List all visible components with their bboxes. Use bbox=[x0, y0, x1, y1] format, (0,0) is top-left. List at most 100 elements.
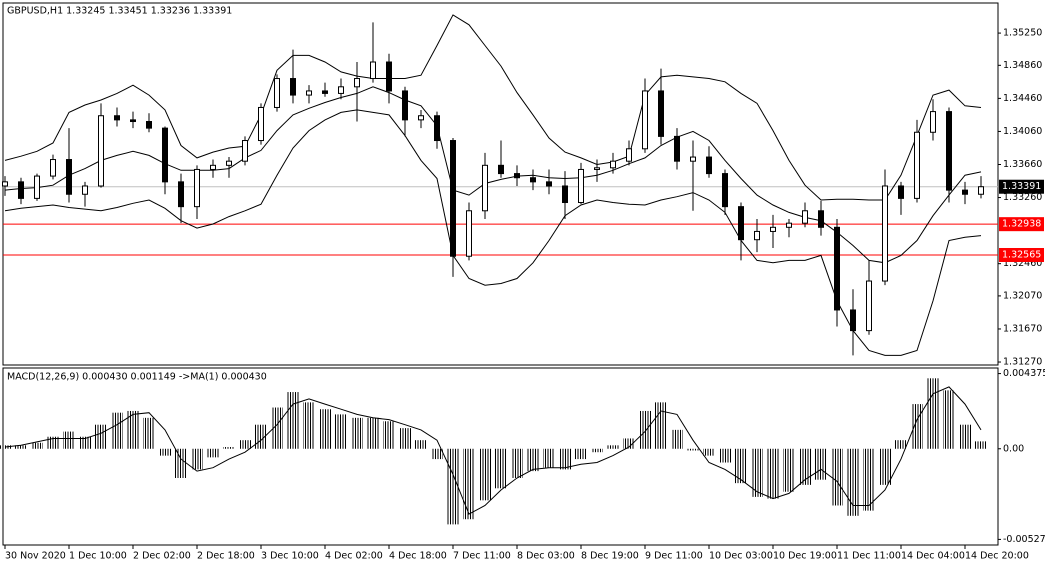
macd-bar bbox=[111, 412, 123, 449]
candle-body bbox=[658, 90, 664, 137]
macd-bar bbox=[911, 404, 923, 449]
macd-bar bbox=[671, 429, 683, 449]
candle-body bbox=[594, 167, 600, 170]
bollinger-upper bbox=[4, 14, 982, 201]
macd-bar bbox=[879, 448, 891, 485]
last-price-box bbox=[999, 179, 1044, 194]
candle-body bbox=[738, 206, 744, 241]
y-tick-label: 0.004375 bbox=[1003, 368, 1045, 379]
x-tick-label: 2 Dec 18:00 bbox=[197, 551, 255, 562]
macd-bar bbox=[367, 417, 379, 449]
last-price-label: 1.33391 bbox=[1002, 181, 1041, 192]
macd-bar bbox=[239, 440, 251, 449]
macd-bar bbox=[207, 448, 219, 458]
macd-bar bbox=[351, 417, 363, 449]
x-tick-label: 7 Dec 11:00 bbox=[453, 551, 511, 562]
candle-body bbox=[194, 168, 200, 208]
x-tick-label: 4 Dec 18:00 bbox=[389, 551, 447, 562]
y-tick-label: 1.34060 bbox=[1003, 126, 1042, 137]
x-tick-label: 3 Dec 10:00 bbox=[261, 551, 319, 562]
macd-bar bbox=[703, 448, 715, 456]
candle-body bbox=[818, 210, 824, 228]
candle-body bbox=[242, 140, 248, 162]
candle-body bbox=[66, 159, 72, 195]
candle-body bbox=[946, 111, 952, 191]
candle-body bbox=[690, 156, 696, 162]
macd-bar bbox=[511, 448, 523, 478]
y-tick-label: 1.34460 bbox=[1003, 93, 1042, 104]
macd-bar bbox=[383, 421, 395, 449]
y-tick-label: 1.32460 bbox=[1003, 258, 1042, 269]
x-tick-label: 4 Dec 02:00 bbox=[325, 551, 383, 562]
macd-bar bbox=[719, 448, 731, 463]
macd-bar bbox=[127, 410, 139, 449]
y-tick-label: 1.33660 bbox=[1003, 159, 1042, 170]
macd-bar bbox=[607, 445, 619, 449]
macd-bar bbox=[847, 448, 859, 516]
macd-bar bbox=[687, 448, 699, 451]
candle-body bbox=[226, 160, 232, 166]
x-tick-label: 11 Dec 11:00 bbox=[837, 551, 901, 562]
macd-bar bbox=[495, 448, 507, 489]
macd-bar bbox=[95, 424, 107, 449]
candle-body bbox=[354, 78, 360, 88]
x-tick-label: 30 Nov 2020 bbox=[5, 551, 66, 562]
macd-bar bbox=[943, 390, 955, 449]
level-label: 1.32565 bbox=[1002, 249, 1041, 260]
candle-body bbox=[722, 173, 728, 208]
macd-bar bbox=[655, 402, 667, 449]
x-tick-label: 8 Dec 03:00 bbox=[517, 551, 575, 562]
macd-bar bbox=[271, 407, 283, 449]
candle-body bbox=[370, 61, 376, 80]
y-tick-label: 1.31270 bbox=[1003, 357, 1042, 368]
x-tick-label: 14 Dec 20:00 bbox=[965, 551, 1029, 562]
y-tick-label: -0.005274 bbox=[1003, 534, 1045, 545]
candle-body bbox=[322, 90, 328, 94]
candle-body bbox=[850, 309, 856, 332]
candle-body bbox=[466, 210, 472, 257]
candle-body bbox=[418, 115, 424, 121]
macd-bar bbox=[431, 448, 443, 460]
macd-bar bbox=[47, 436, 59, 449]
macd-bar bbox=[15, 445, 27, 449]
candle-body bbox=[18, 181, 24, 199]
candle-body bbox=[866, 280, 872, 332]
candle-body bbox=[338, 86, 344, 94]
candle-body bbox=[290, 78, 296, 96]
macd-bar bbox=[831, 448, 843, 506]
macd-bar bbox=[479, 448, 491, 501]
macd-bar bbox=[799, 448, 811, 485]
candle-body bbox=[786, 222, 792, 228]
macd-bar bbox=[735, 448, 747, 484]
candle-body bbox=[802, 210, 808, 224]
x-tick-label: 9 Dec 11:00 bbox=[645, 551, 703, 562]
candle-body bbox=[402, 90, 408, 121]
y-tick-label: 1.31670 bbox=[1003, 323, 1042, 334]
candle-body bbox=[98, 115, 104, 187]
candle-body bbox=[162, 127, 168, 183]
candle-body bbox=[178, 181, 184, 208]
candle-body bbox=[34, 175, 40, 199]
macd-bar bbox=[159, 448, 171, 456]
macd-bar bbox=[815, 448, 827, 480]
macd-bar bbox=[463, 448, 475, 520]
macd-bar bbox=[975, 441, 987, 449]
x-tick-label: 10 Dec 03:00 bbox=[709, 551, 773, 562]
macd-pane bbox=[2, 367, 999, 546]
candle-body bbox=[754, 230, 760, 241]
candle-body bbox=[130, 119, 136, 123]
candle-body bbox=[482, 164, 488, 212]
candle-body bbox=[578, 168, 584, 204]
y-tick-label: 1.32070 bbox=[1003, 290, 1042, 301]
candle-body bbox=[882, 185, 888, 282]
x-tick-label: 10 Dec 19:00 bbox=[773, 551, 837, 562]
macd-bar bbox=[751, 448, 763, 497]
macd-bar bbox=[927, 378, 939, 449]
y-tick-label: 1.33260 bbox=[1003, 192, 1042, 203]
macd-bar bbox=[559, 448, 571, 470]
macd-bar bbox=[527, 448, 539, 472]
macd-bar bbox=[575, 448, 587, 460]
macd-bar bbox=[223, 447, 235, 449]
macd-bar bbox=[287, 392, 299, 449]
candle-body bbox=[978, 186, 984, 195]
